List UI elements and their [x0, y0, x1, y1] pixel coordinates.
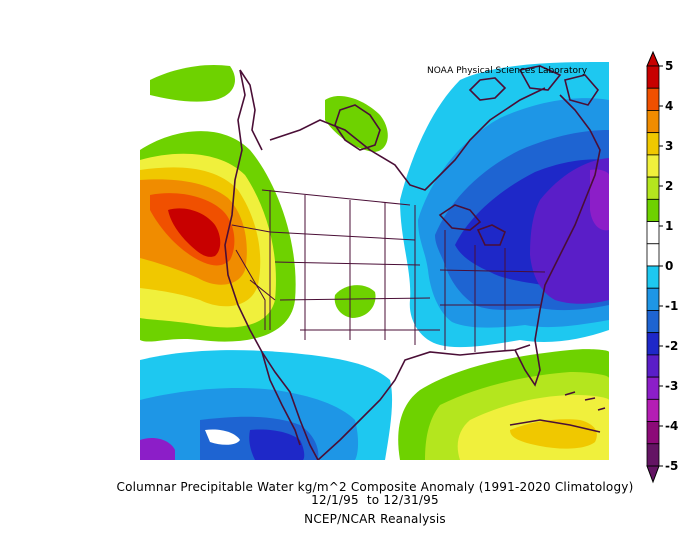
colorbar-swatch: [646, 398, 660, 422]
colorbar-swatch: [646, 65, 660, 89]
colorbar-swatch: [646, 154, 660, 178]
colorbar-swatch: [646, 110, 660, 134]
colorbar-swatch: [646, 443, 660, 467]
colorbar-label: 1: [665, 219, 673, 233]
colorbar: 5 4 3 2 1 0 -1 -2 -3 -4 -5: [646, 50, 678, 484]
colorbar-label: 4: [665, 99, 673, 113]
dataset-label: NCEP/NCAR Reanalysis: [304, 512, 446, 526]
colorbar-swatch: [646, 265, 660, 289]
colorbar-label: -1: [665, 299, 678, 313]
colorbar-label: -2: [665, 339, 678, 353]
colorbar-swatch: [646, 421, 660, 445]
colorbar-swatch: [646, 332, 660, 356]
colorbar-swatch: [646, 310, 660, 334]
anomaly-field: [140, 62, 609, 460]
colorbar-swatch: [646, 376, 660, 400]
colorbar-swatch: [646, 198, 660, 222]
coastline-layer: [224, 65, 606, 460]
colorbar-swatch: [646, 287, 660, 311]
colorbar-swatch: [646, 132, 660, 156]
colorbar-swatch: [646, 221, 660, 245]
date-range: 12/1/95 to 12/31/95: [311, 493, 439, 507]
colorbar-swatch: [646, 176, 660, 200]
colorbar-label: -5: [665, 459, 678, 473]
colorbar-label: -4: [665, 419, 678, 433]
credit-label: NOAA Physical Sciences Laboratory: [427, 66, 588, 76]
colorbar-bottom-arrow: [646, 465, 660, 484]
state-boundaries: [231, 189, 546, 352]
map-title: Columnar Precipitable Water kg/m^2 Compo…: [116, 480, 634, 494]
colorbar-top-arrow: [646, 50, 660, 67]
colorbar-swatch: [646, 243, 660, 267]
colorbar-label: 2: [665, 179, 673, 193]
colorbar-label: -3: [665, 379, 678, 393]
colorbar-label: 0: [665, 259, 673, 273]
colorbar-label: 3: [665, 139, 673, 153]
colorbar-swatch: [646, 87, 660, 111]
colorbar-swatch: [646, 354, 660, 378]
colorbar-label: 5: [665, 59, 673, 73]
